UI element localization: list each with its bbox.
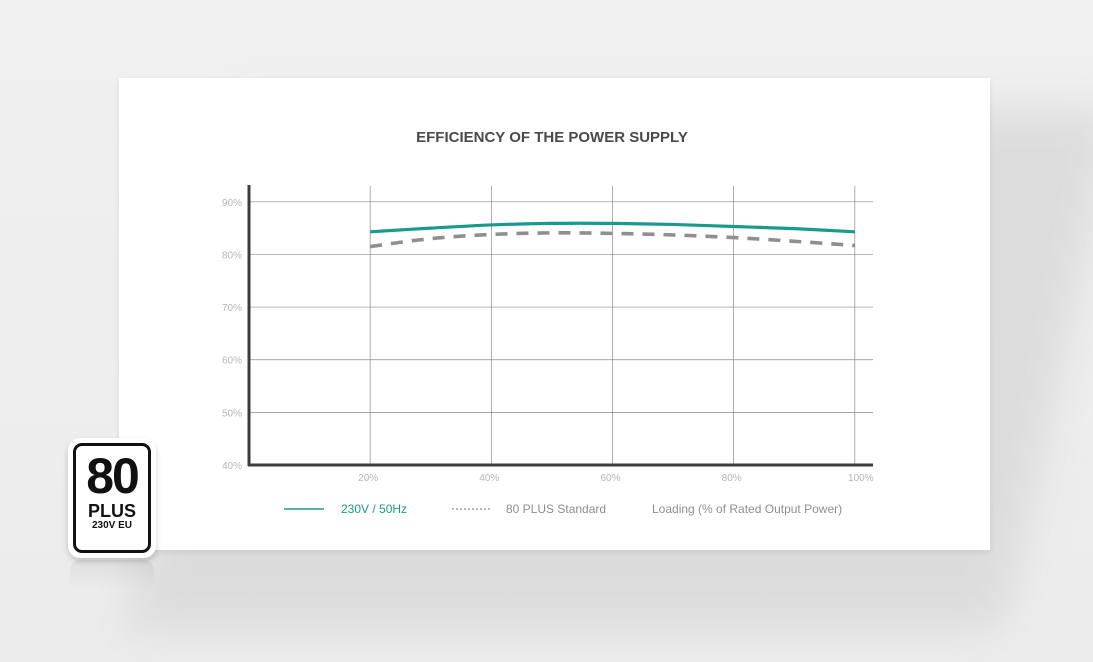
y-tick-label: 80%: [222, 250, 242, 261]
badge-frame: 80 PLUS 230V EU: [73, 443, 151, 553]
chart-title: EFFICIENCY OF THE POWER SUPPLY: [416, 129, 688, 146]
chart-card: EFFICIENCY OF THE POWER SUPPLY 40% 50% 60%…: [119, 78, 990, 550]
axes: [247, 185, 873, 467]
grid: [249, 186, 873, 465]
efficiency-chart: EFFICIENCY OF THE POWER SUPPLY 40% 50% 60%…: [222, 129, 874, 516]
80-plus-badge: 80 PLUS 230V EU: [68, 438, 156, 558]
x-axis-label: Loading (% of Rated Output Power): [652, 502, 842, 516]
x-tick-label: 100%: [848, 473, 874, 484]
y-tick-label: 40%: [222, 461, 242, 472]
x-tick-label: 80%: [722, 473, 742, 484]
legend: 230V / 50Hz 80 PLUS Standard Loading (% …: [284, 502, 842, 516]
x-axis-ticks: 20% 40% 60% 80% 100%: [358, 473, 874, 484]
x-tick-label: 60%: [600, 473, 620, 484]
badge-reflection: [70, 560, 154, 590]
y-tick-label: 70%: [222, 303, 242, 314]
y-axis-ticks: 40% 50% 60% 70% 80% 90%: [222, 198, 242, 472]
badge-number: 80: [86, 448, 140, 504]
legend-label-series2: 80 PLUS Standard: [506, 502, 606, 516]
legend-label-series1: 230V / 50Hz: [341, 502, 407, 516]
x-tick-label: 20%: [358, 473, 378, 484]
series-line-80plus-standard: [369, 231, 855, 249]
x-tick-label: 40%: [479, 473, 499, 484]
y-tick-label: 60%: [222, 356, 242, 367]
y-tick-label: 90%: [222, 198, 242, 209]
series-lines: [369, 221, 855, 249]
badge-subtitle: 230V EU: [91, 520, 133, 531]
series-line-230v-50hz: [370, 221, 855, 234]
y-tick-label: 50%: [222, 408, 242, 419]
badge-plus-text: PLUS: [87, 501, 136, 521]
